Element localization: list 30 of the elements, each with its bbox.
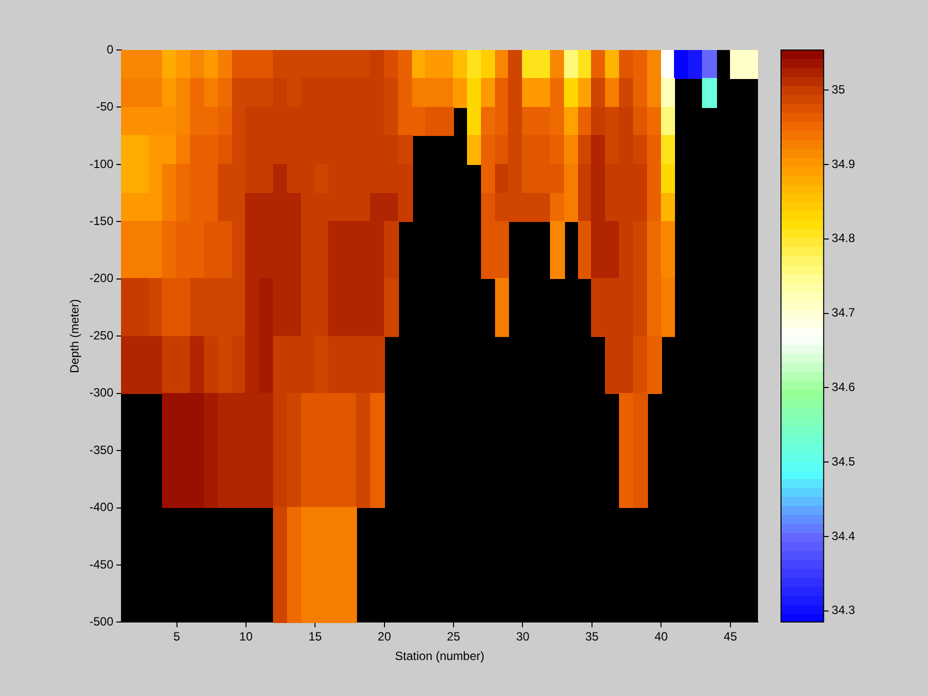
y-tick-label: -500 bbox=[89, 614, 114, 629]
x-tick-label: 45 bbox=[724, 630, 738, 644]
y-tick-label: -350 bbox=[89, 442, 114, 457]
color-bar-label: 34.6 bbox=[832, 380, 856, 394]
color-bar-label: 35 bbox=[832, 82, 846, 96]
y-tick-label: -250 bbox=[89, 328, 114, 342]
y-tick-label: -400 bbox=[89, 500, 114, 514]
y-axis-title: Depth (meter) bbox=[68, 299, 82, 374]
x-tick-label: 40 bbox=[654, 630, 668, 644]
y-tick-label: -300 bbox=[89, 386, 114, 400]
x-tick-label: 20 bbox=[378, 630, 392, 644]
x-tick-label: 30 bbox=[516, 630, 530, 644]
x-tick-label: 25 bbox=[446, 630, 461, 644]
y-tick-label: -100 bbox=[89, 156, 114, 171]
y-tick-label: -450 bbox=[89, 557, 114, 572]
color-bar-label: 34.9 bbox=[832, 156, 856, 171]
x-tick-label: 15 bbox=[308, 630, 322, 644]
y-tick-label: -150 bbox=[89, 214, 114, 228]
color-bar-label: 34.8 bbox=[832, 231, 856, 246]
color-bar-label: 34.4 bbox=[832, 528, 856, 543]
x-tick-label: 35 bbox=[585, 630, 599, 644]
color-bar-label: 34.3 bbox=[832, 603, 856, 618]
y-tick-label: -200 bbox=[89, 271, 114, 286]
y-tick-label: 0 bbox=[106, 42, 114, 56]
x-axis-title: Station (number) bbox=[395, 649, 484, 664]
x-tick-label: 10 bbox=[239, 630, 253, 644]
y-tick-label: -50 bbox=[96, 100, 114, 114]
x-tick-label: 5 bbox=[173, 630, 180, 644]
color-bar-label: 34.7 bbox=[832, 306, 856, 320]
color-bar-label: 34.5 bbox=[832, 454, 856, 468]
